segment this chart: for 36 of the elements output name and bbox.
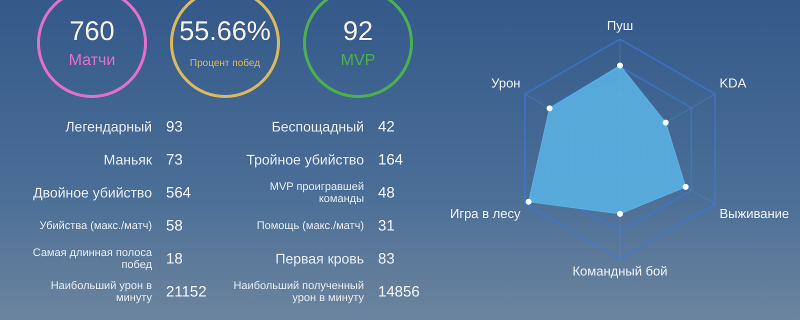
spoke-label: Пуш xyxy=(606,18,634,33)
spoke-label: Командный бой xyxy=(572,263,668,278)
data-label: 93 xyxy=(166,118,183,136)
spoke-label: Урон xyxy=(491,75,520,90)
text: 92 xyxy=(342,16,374,46)
data-label: 42 xyxy=(378,118,395,136)
category-label: MVP проигравшей команды xyxy=(268,180,364,206)
spoke-label: KDA xyxy=(720,75,747,90)
category-label: Наибольший урон в минуту xyxy=(50,280,152,304)
data-label: 73 xyxy=(166,152,183,168)
data-label: 58 xyxy=(166,218,183,234)
category-label: Матчи xyxy=(68,52,116,70)
category-label: Беспощадный xyxy=(270,118,364,135)
data-label: 31 xyxy=(378,218,395,234)
spoke-label: Выживание xyxy=(720,206,790,221)
data-label: 18 xyxy=(166,250,183,268)
spoke-label: Игра в лесу xyxy=(450,206,521,221)
data-label: 21152 xyxy=(166,284,207,300)
category-label: Тройное убийство xyxy=(245,151,364,168)
data-label: 564 xyxy=(166,184,192,202)
category-label: Маньяк xyxy=(102,151,152,168)
category-label: Первая кровь xyxy=(274,250,364,267)
data-label: 14856 xyxy=(378,284,420,300)
category-label: Легендарный xyxy=(64,118,152,135)
data-label: 48 xyxy=(378,184,395,202)
data-label: 164 xyxy=(378,152,404,168)
category-label: MVP xyxy=(340,52,376,70)
text: 55.66% xyxy=(179,16,271,46)
category-label: Самая длинная полоса побед xyxy=(32,246,152,272)
text: 760 xyxy=(69,16,115,46)
category-label: Помощь (макс./матч) xyxy=(256,220,364,232)
category-label: Наибольший полученный урон в минуту xyxy=(232,280,364,304)
data-label: 83 xyxy=(378,250,395,268)
category-label: Убийства (макс./матч) xyxy=(38,220,152,232)
category-label: Процент побед xyxy=(188,58,262,69)
category-label: Двойное убийство xyxy=(32,184,152,201)
